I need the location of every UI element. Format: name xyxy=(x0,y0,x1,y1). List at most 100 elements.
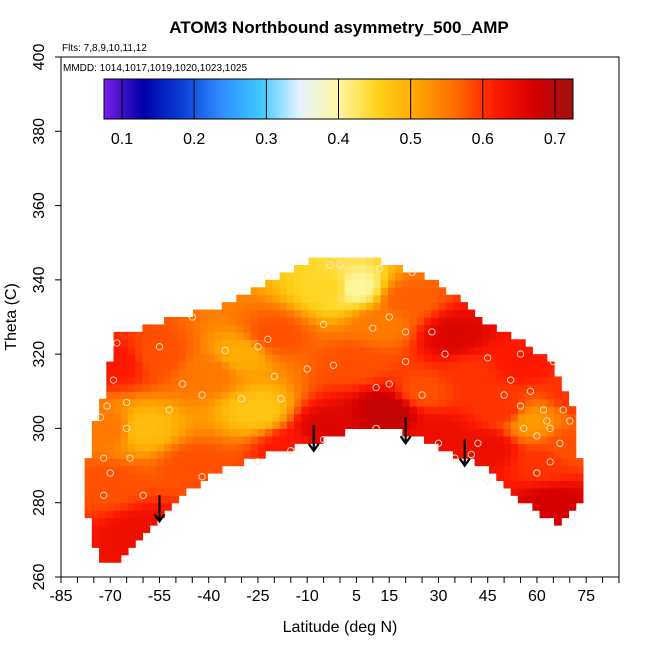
heat-cell-1382 xyxy=(517,473,526,482)
heat-cell-210 xyxy=(142,391,151,400)
heat-cell-1304 xyxy=(489,413,497,422)
heat-cell-1356 xyxy=(503,339,512,348)
heat-cell-234 xyxy=(149,413,158,422)
heat-cell-1393 xyxy=(517,391,526,400)
heat-cell-97 xyxy=(113,383,122,392)
heat-cell-696 xyxy=(294,398,302,407)
heat-cell-1258 xyxy=(474,458,483,467)
heat-cell-1519 xyxy=(561,413,570,422)
heat-cell-875 xyxy=(344,317,353,326)
heat-cell-113 xyxy=(120,487,129,496)
heat-cell-1423 xyxy=(532,495,541,504)
heat-cell-1010 xyxy=(387,331,396,340)
heat-cell-267 xyxy=(156,361,165,370)
heat-cell-1223 xyxy=(460,406,468,415)
arrow-head xyxy=(153,513,166,524)
heat-cell-756 xyxy=(308,309,317,318)
heat-cell-157 xyxy=(127,376,136,385)
heat-cell-122 xyxy=(120,421,129,430)
heat-cell-1385 xyxy=(517,450,526,459)
colorbar-segment-56 xyxy=(306,79,311,119)
heat-cell-934 xyxy=(366,391,375,400)
heat-cell-869 xyxy=(344,361,353,370)
heat-cell-945 xyxy=(366,309,375,318)
colorbar-segment-49 xyxy=(280,79,285,119)
heat-cell-746 xyxy=(308,383,317,392)
heat-cell-1117 xyxy=(424,369,432,378)
heat-cell-1000 xyxy=(387,406,396,415)
observation-point-5 xyxy=(106,469,114,477)
heat-cell-1411 xyxy=(525,421,533,430)
observation-point-21 xyxy=(254,458,262,466)
heat-cell-671 xyxy=(286,413,295,422)
heat-cell-1343 xyxy=(503,435,512,444)
heat-cell-254 xyxy=(156,458,165,467)
heat-cell-1299 xyxy=(489,450,497,459)
heat-cell-16 xyxy=(91,480,100,489)
heat-cell-664 xyxy=(279,287,288,296)
heat-cell-1462 xyxy=(539,369,548,378)
heat-cell-53 xyxy=(106,510,115,519)
heat-cell-1114 xyxy=(424,391,432,400)
heat-cell-1053 xyxy=(402,346,411,355)
heat-cell-190 xyxy=(135,339,143,348)
heat-cell-1503 xyxy=(554,391,562,400)
colorbar-segment-112 xyxy=(508,79,513,119)
heat-cell-677 xyxy=(286,369,295,378)
heat-cell-856 xyxy=(337,287,346,296)
heat-cell-950 xyxy=(366,272,375,281)
heat-cell-13 xyxy=(91,502,100,511)
heat-cell-1066 xyxy=(409,413,418,422)
heat-cell-386 xyxy=(192,369,201,378)
colorbar-segment-71 xyxy=(360,79,365,119)
heat-cell-237 xyxy=(149,391,158,400)
heat-cell-761 xyxy=(308,272,317,281)
heat-cell-524 xyxy=(236,324,245,333)
heat-cell-1366 xyxy=(510,428,519,437)
colorbar-segment-116 xyxy=(522,79,527,119)
heat-cell-30 xyxy=(99,517,107,526)
heat-cell-700 xyxy=(294,369,302,378)
heat-cell-1300 xyxy=(489,443,497,452)
heat-cell-498 xyxy=(229,354,237,363)
y-tick-label-3: 320 xyxy=(31,341,48,368)
heat-cell-345 xyxy=(178,331,187,340)
colorbar-segment-69 xyxy=(352,79,358,119)
heat-cell-1500 xyxy=(554,413,562,422)
heat-cell-687 xyxy=(286,294,295,303)
heat-cell-679 xyxy=(286,354,295,363)
heat-cell-403 xyxy=(200,413,208,422)
heat-cell-583 xyxy=(257,383,266,392)
heat-cell-46 xyxy=(99,398,107,407)
heat-cell-960 xyxy=(373,369,382,378)
heat-cell-653 xyxy=(279,369,288,378)
heat-cell-144 xyxy=(127,473,136,482)
heat-cell-792 xyxy=(322,406,331,415)
heat-cell-632 xyxy=(272,354,281,363)
heat-cell-1353 xyxy=(503,361,512,370)
heat-cell-460 xyxy=(214,317,223,326)
heat-cell-823 xyxy=(330,354,338,363)
heat-cell-172 xyxy=(135,473,143,482)
heat-cell-470 xyxy=(221,398,230,407)
colorbar-segment-103 xyxy=(475,79,480,119)
heat-cell-1341 xyxy=(503,450,512,459)
heat-cell-274 xyxy=(164,495,172,504)
heat-cell-471 xyxy=(221,391,230,400)
heat-cell-273 xyxy=(164,502,172,511)
heat-cell-313 xyxy=(171,391,180,400)
heat-cell-23 xyxy=(91,428,100,437)
heat-cell-1285 xyxy=(481,406,490,415)
y-tick-label-0: 260 xyxy=(31,564,48,591)
heat-cell-1301 xyxy=(489,435,497,444)
heat-cell-457 xyxy=(214,339,223,348)
heat-cell-21 xyxy=(91,443,100,452)
heat-cell-1028 xyxy=(395,361,403,370)
heat-cell-84 xyxy=(113,480,122,489)
heat-cell-1516 xyxy=(561,435,570,444)
heat-cell-581 xyxy=(257,398,266,407)
heat-cell-1394 xyxy=(517,383,526,392)
heat-cell-672 xyxy=(286,406,295,415)
heat-cell-773 xyxy=(315,369,324,378)
